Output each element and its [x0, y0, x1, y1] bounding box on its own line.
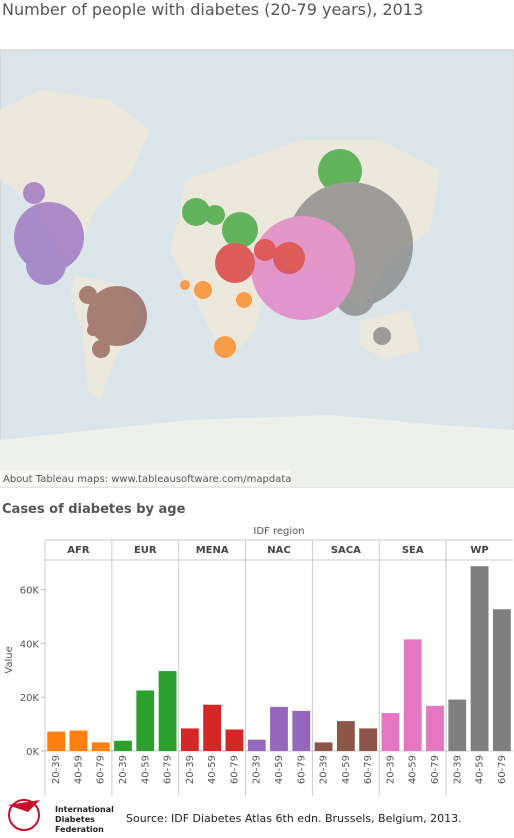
bar [426, 705, 444, 751]
x-tick-label: 60-79 [430, 755, 441, 784]
bar [91, 742, 110, 751]
bar [203, 704, 222, 751]
facet-header: EUR [134, 545, 157, 556]
bar [47, 731, 66, 751]
y-tick-label: 0K [26, 747, 39, 758]
x-tick-label: 60-79 [497, 755, 508, 784]
logo-text: Federation [55, 825, 104, 834]
x-tick-label: 40-59 [207, 755, 218, 784]
land [0, 90, 150, 260]
bar [292, 710, 311, 751]
x-tick-label: 60-79 [229, 755, 240, 784]
y-tick-label: 60K [20, 586, 40, 597]
bar [336, 721, 355, 751]
x-tick-label: 40-59 [140, 755, 151, 784]
x-tick-label: 20-39 [252, 755, 263, 784]
bar-chart: 0K 20K 40K 60K AFR 20-39 40-59 60-79 EUR 20-39 40-… [20, 539, 513, 796]
bar [403, 639, 422, 751]
source: Source: IDF Diabetes Atlas 6th edn. Brus… [126, 812, 462, 825]
x-tick-label: 20-39 [185, 755, 196, 784]
facet-header: MENA [196, 545, 229, 556]
x-tick-label: 40-59 [475, 755, 486, 784]
bar [492, 609, 511, 751]
bar [180, 728, 199, 751]
logo-icon [8, 799, 40, 831]
x-tick-label: 60-79 [163, 755, 174, 784]
attribution-bg [0, 470, 290, 486]
x-tick-label: 40-59 [408, 755, 419, 784]
bar [114, 740, 132, 751]
x-tick-label: 20-39 [452, 755, 463, 784]
x-tick-label: 40-59 [73, 755, 84, 784]
footer: International Diabetes Federation Source… [8, 799, 462, 834]
logo-text: Diabetes [55, 815, 95, 824]
bar [225, 729, 244, 751]
x-tick-label: 60-79 [296, 755, 307, 784]
bar [359, 728, 378, 751]
facet-header: AFR [67, 545, 90, 556]
facet-header: NAC [267, 545, 290, 556]
facet-header: SACA [331, 545, 361, 556]
x-tick-label: 60-79 [96, 755, 107, 784]
bar [270, 706, 288, 751]
facet-label: IDF region [253, 526, 304, 537]
bar [136, 690, 155, 751]
y-tick-label: 20K [20, 693, 40, 704]
land [0, 415, 514, 487]
x-tick-label: 60-79 [363, 755, 374, 784]
y-axis-label: Value [4, 646, 15, 673]
bar [158, 671, 177, 751]
chart-title: Cases of diabetes by age [2, 502, 186, 517]
logo-text: International [55, 805, 114, 814]
bar [247, 739, 266, 751]
bar [448, 699, 467, 751]
facet-header: SEA [402, 545, 424, 556]
bar [381, 713, 400, 751]
bar [314, 742, 333, 751]
facet-header: WP [470, 545, 488, 556]
bar [69, 730, 88, 751]
map-attribution: About Tableau maps: www.tableausoftware.… [3, 474, 291, 485]
x-tick-label: 20-39 [319, 755, 330, 784]
x-tick-label: 40-59 [274, 755, 285, 784]
page-title: Number of people with diabetes (20-79 ye… [2, 0, 423, 19]
x-tick-label: 40-59 [341, 755, 352, 784]
bar [470, 566, 489, 751]
y-tick-label: 40K [20, 639, 40, 650]
x-tick-label: 20-39 [118, 755, 129, 784]
x-tick-label: 20-39 [385, 755, 396, 784]
logo-bird [8, 800, 40, 812]
map-bubbles [14, 149, 413, 358]
map: About Tableau maps: www.tableausoftware.… [0, 49, 514, 488]
x-tick-label: 20-39 [51, 755, 62, 784]
